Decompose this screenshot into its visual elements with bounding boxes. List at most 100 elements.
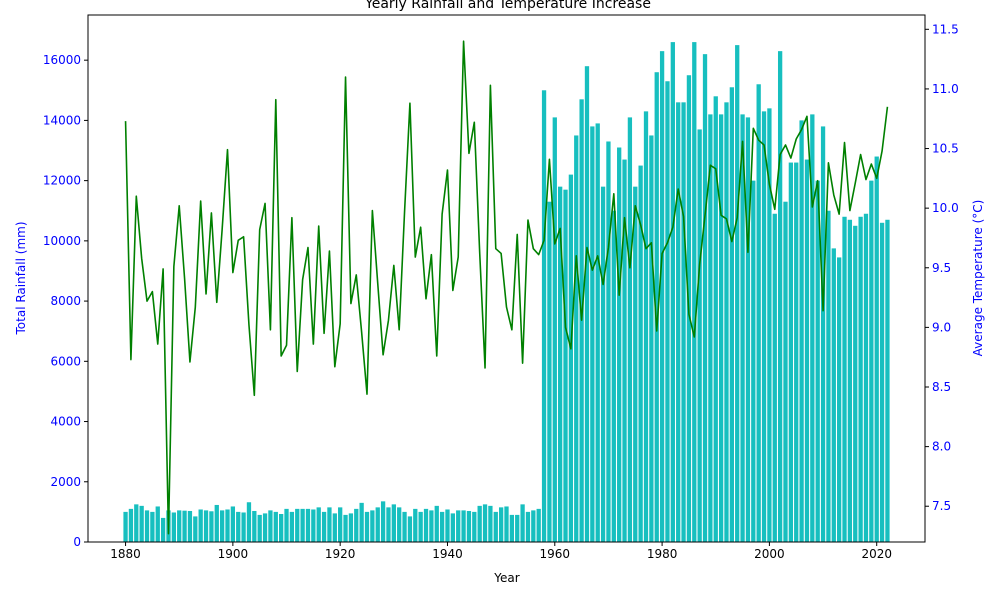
rainfall-bar-1980	[659, 51, 665, 542]
rainfall-bar-1950	[498, 507, 504, 542]
rainfall-bar-1905	[257, 514, 262, 542]
rainfall-bar-1990	[713, 96, 718, 543]
rainfall-bar-1983	[676, 102, 681, 543]
rainfall-bar-2006	[799, 120, 804, 543]
y-left-tick-label-14000: 14000	[43, 113, 81, 127]
rainfall-bar-1942	[456, 510, 461, 542]
rainfall-bar-1995	[740, 114, 745, 543]
rainfall-bar-1944	[466, 510, 472, 542]
rainfall-bar-2002	[777, 51, 783, 542]
rainfall-bar-1897	[214, 504, 219, 542]
rainfall-bar-1895	[203, 510, 209, 542]
rainfall-bar-1881	[128, 508, 134, 542]
y-axis-left: 0 2000 4000 6000 8000 10000 12000 14000 16000	[43, 53, 88, 549]
rainfall-bar-1882	[134, 504, 139, 542]
rainfall-bar-1964	[574, 135, 579, 542]
y-left-tick-label-0: 0	[73, 535, 81, 549]
y-axis-right: 7.5 8.0 8.5 9.0 9.5 10.0 10.5 11.0 11.5	[925, 22, 959, 513]
rainfall-bar-1918	[327, 507, 332, 542]
rainfall-bar-1989	[708, 114, 713, 543]
rainfall-bar-1963	[568, 174, 574, 542]
rainfall-bar-1889	[171, 512, 176, 542]
rainfall-bar-2013	[837, 257, 842, 542]
rainfall-bar-2015	[847, 219, 853, 542]
rainfall-bar-1988	[702, 54, 708, 543]
y-right-tick-label-8.5: 8.5	[932, 380, 951, 394]
rainfall-bar-2010	[820, 126, 826, 543]
rainfall-bar-1924	[359, 502, 364, 542]
rainfall-bar-1966	[584, 66, 590, 543]
rainfall-bar-1958	[541, 90, 547, 543]
rainfall-bar-1982	[670, 42, 675, 543]
rainfall-bar-1999	[761, 111, 767, 542]
rainfall-bar-1932	[402, 511, 407, 542]
rainfall-bar-1947	[482, 504, 488, 542]
rainfall-bar-1894	[198, 509, 203, 542]
rainfall-bar-1996	[745, 117, 751, 542]
rainfall-bar-1934	[413, 508, 418, 542]
rainfall-bar-1893	[193, 516, 198, 542]
rainfall-bar-1940	[445, 509, 450, 542]
rainfall-bar-1902	[241, 512, 246, 542]
rainfall-bar-1945	[472, 511, 477, 542]
x-tick-label-1940: 1940	[432, 547, 463, 561]
rainfall-bar-1975	[633, 186, 638, 542]
rainfall-bar-1916	[316, 507, 321, 542]
rainfall-bar-1972	[617, 147, 622, 542]
rainfall-bar-1927	[375, 507, 380, 542]
plot-frame	[87, 14, 926, 543]
rainfall-bar-1936	[423, 508, 429, 542]
rainfall-bar-1979	[654, 72, 659, 543]
rainfall-bar-2000	[767, 108, 772, 543]
rainfall-bar-1926	[370, 510, 375, 542]
rainfall-bar-1883	[139, 505, 144, 542]
rainfall-bar-2012	[831, 248, 836, 542]
rainfall-bar-1914	[305, 508, 311, 542]
rainfall-bar-1976	[638, 165, 643, 543]
x-axis: 1880 1900 1920 1940 1960 1980 2000 2020	[110, 542, 892, 561]
rainfall-bar-1930	[391, 504, 396, 542]
rainfall-bar-1921	[343, 514, 348, 542]
rainfall-bar-1920	[338, 507, 343, 542]
rainfall-bar-1997	[751, 180, 756, 542]
rainfall-bar-2004	[788, 162, 794, 542]
rainfall-bar-1956	[531, 510, 536, 542]
rainfall-bar-1910	[284, 508, 289, 542]
rainfall-bar-1922	[348, 513, 354, 542]
rainfall-bar-2022	[885, 219, 890, 542]
rainfall-bar-1913	[300, 508, 305, 542]
rainfall-bar-1978	[649, 135, 654, 542]
rainfall-bar-2001	[772, 213, 777, 543]
rainfall-bar-1993	[729, 87, 734, 542]
rainfall-bar-1960	[552, 117, 557, 542]
rainfall-bars	[123, 42, 890, 543]
rainfall-bar-1998	[756, 84, 761, 543]
rainfall-bar-1991	[718, 114, 724, 543]
rainfall-bar-1970	[606, 141, 611, 543]
x-tick-label-1960: 1960	[540, 547, 571, 561]
y-right-tick-label-11.5: 11.5	[932, 22, 959, 36]
rainfall-bar-1899	[225, 509, 230, 542]
rainfall-bar-1908	[273, 511, 278, 542]
rainfall-bar-1981	[665, 81, 670, 542]
rainfall-bar-1919	[332, 513, 337, 542]
rainfall-bar-1969	[600, 186, 606, 542]
rainfall-bar-1967	[590, 126, 595, 543]
rainfall-bar-1901	[236, 511, 241, 542]
rainfall-bar-2005	[794, 162, 799, 542]
y-left-tick-label-16000: 16000	[43, 53, 81, 67]
x-tick-label-1980: 1980	[647, 547, 678, 561]
rainfall-bar-2016	[853, 225, 858, 543]
rainfall-bar-1917	[321, 511, 327, 542]
rainfall-bar-1986	[692, 42, 697, 543]
rainfall-bar-1973	[622, 159, 627, 542]
rainfall-bar-1933	[407, 516, 413, 542]
y-axis-left-label: Total Rainfall (mm)	[14, 221, 28, 335]
y-right-tick-label-11: 11.0	[932, 82, 959, 96]
y-left-tick-label-10000: 10000	[43, 234, 81, 248]
rainfall-bar-1880	[123, 511, 128, 542]
rainfall-bar-1931	[397, 507, 402, 542]
x-tick-label-1880: 1880	[110, 547, 141, 561]
